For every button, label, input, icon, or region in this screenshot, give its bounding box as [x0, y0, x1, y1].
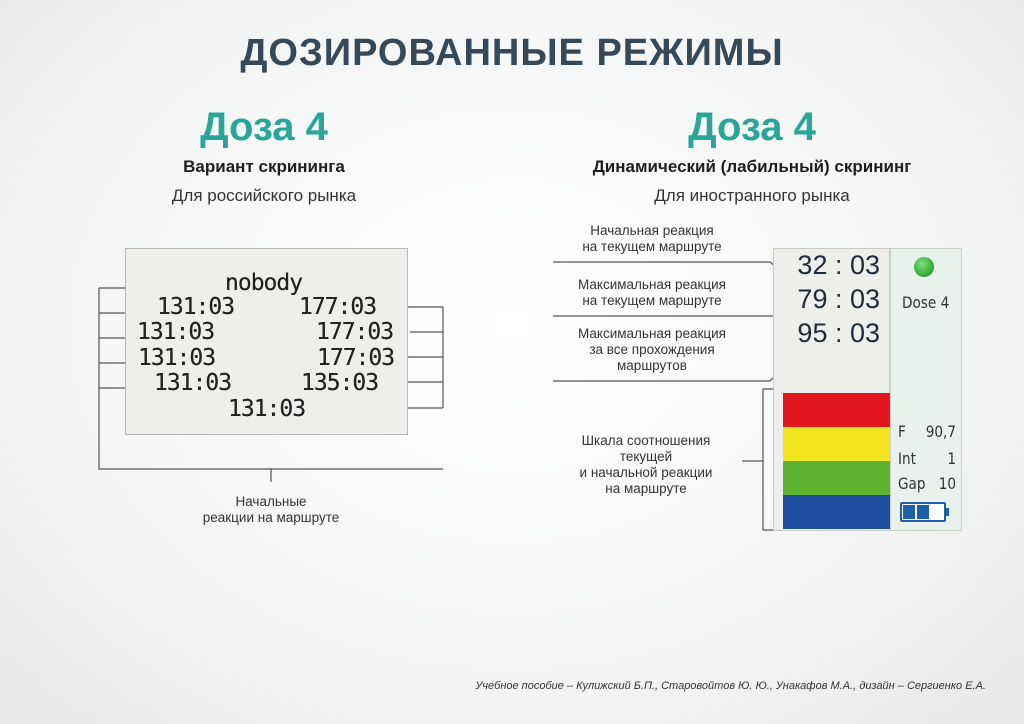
caption-line: Начальные [235, 494, 307, 509]
lcd-right-value: 177:03 [317, 345, 395, 371]
right-market: Для иностранного рынка [654, 186, 850, 205]
battery-icon [900, 502, 946, 522]
value-initial: 32 : 03 [797, 250, 880, 280]
right-subtitle: Динамический (лабильный) скрининг [592, 157, 912, 176]
lcd-right-value: 135:03 [301, 370, 379, 396]
label-line: Максимальная реакция [578, 277, 726, 292]
slide-title: ДОЗИРОВАННЫЕ РЕЖИМЫ [240, 32, 784, 74]
scale-bar-yellow [783, 427, 890, 461]
label-line: Шкала соотношения [581, 433, 711, 448]
dose-label: Dose 4 [902, 293, 950, 312]
param-value: 90,7 [925, 422, 956, 441]
lcd-right-value: 177:03 [299, 294, 377, 320]
label-line: Начальная реакция [590, 223, 714, 238]
display-right-panel [890, 248, 962, 531]
label-ratio-scale: Шкала соотношения текущей и начальной ре… [556, 433, 736, 497]
label-line: и начальной реакции [579, 465, 713, 480]
battery-cell [931, 505, 943, 519]
param-value: 10 [938, 474, 956, 493]
battery-cell [903, 505, 915, 519]
label-max-reaction-current: Максимальная реакция на текущем маршруте [552, 277, 752, 309]
battery-cell [917, 505, 929, 519]
caption-line: реакции на маршруте [202, 510, 340, 525]
footer-credits: Учебное пособие – Кулижский Б.П., Старов… [475, 680, 986, 692]
status-indicator-icon [914, 257, 934, 277]
label-initial-reaction: Начальная реакция на текущем маршруте [552, 223, 752, 255]
label-line: текущей [619, 449, 673, 464]
param-key: Gap [898, 474, 926, 493]
scale-bar-red [783, 393, 890, 427]
param-value: 1 [947, 449, 956, 468]
label-line: на текущем маршруте [582, 293, 722, 308]
lcd-name: nobody [225, 270, 303, 296]
lcd-left-value: 131:03 [138, 345, 216, 371]
label-line: Максимальная реакция [578, 326, 726, 341]
lcd-left-value: 131:03 [154, 370, 232, 396]
label-max-reaction-all: Максимальная реакция за все прохождения … [552, 326, 752, 374]
battery-tip [946, 508, 949, 516]
lcd-left-value: 131:03 [157, 294, 235, 320]
value-max-current: 79 : 03 [797, 284, 880, 314]
lcd-right-value: 177:03 [316, 319, 394, 345]
lcd-bottom-value: 131:03 [228, 396, 306, 422]
value-max-all: 95 : 03 [797, 318, 880, 348]
label-line: на маршруте [605, 481, 687, 496]
label-line: на текущем маршруте [582, 239, 722, 254]
left-market: Для российского рынка [171, 186, 357, 205]
right-dose-title: Доза 4 [688, 105, 816, 149]
label-line: маршрутов [617, 358, 687, 373]
left-subtitle: Вариант скрининга [183, 157, 345, 176]
lcd-left-value: 131:03 [137, 319, 215, 345]
lcd-screen [125, 248, 408, 435]
left-dose-title: Доза 4 [200, 105, 328, 149]
left-caption: Начальные реакции на маршруте [171, 494, 371, 526]
param-key: Int [898, 449, 916, 468]
scale-bar-blue [783, 495, 890, 529]
scale-bar-green [783, 461, 890, 495]
label-line: за все прохождения [589, 342, 715, 357]
param-key: F [898, 422, 906, 441]
